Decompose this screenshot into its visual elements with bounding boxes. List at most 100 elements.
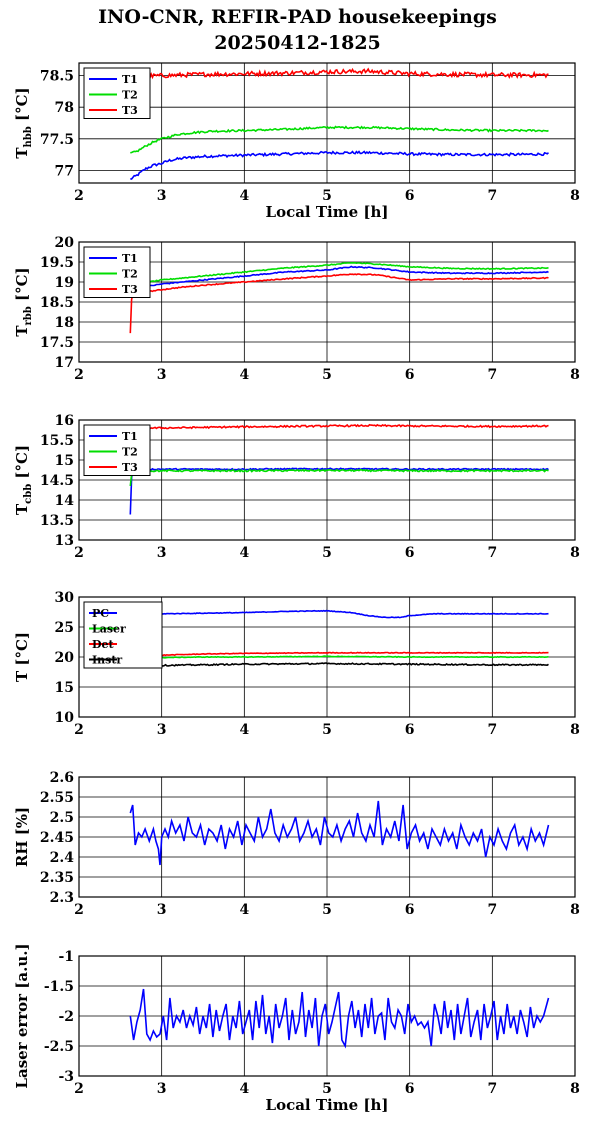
chart-title: INO-CNR, REFIR-PAD housekeepings 2025041… — [0, 4, 595, 56]
y-tick-label: 16 — [55, 413, 74, 429]
x-tick-label: 4 — [239, 722, 249, 738]
x-tick-label: 5 — [322, 722, 332, 738]
legend-label: Instr — [92, 654, 122, 667]
series-line-data — [129, 988, 550, 1049]
legend-label: T2 — [122, 268, 138, 281]
x-tick-label: 4 — [239, 1081, 249, 1097]
x-tick-label: 5 — [322, 902, 332, 918]
y-axis-label: Laser error [a.u.] — [13, 943, 31, 1088]
y-tick-label: 77.5 — [40, 132, 74, 148]
plot-frame — [78, 241, 576, 363]
x-tick-label: 5 — [322, 367, 332, 383]
y-tick-label: 14.5 — [40, 473, 74, 489]
legend-label: T3 — [122, 104, 138, 117]
x-tick-label: 3 — [157, 545, 167, 561]
y-tick-label: 2.35 — [40, 870, 74, 886]
x-tick-label: 3 — [157, 722, 167, 738]
y-tick-label: 10 — [55, 710, 75, 726]
legend: PC Laser Det Instr — [83, 601, 163, 669]
y-tick-label: 17 — [55, 355, 74, 371]
y-tick-label: 13 — [55, 533, 74, 549]
y-axis-label: Trbb [°C] — [13, 267, 34, 336]
y-tick-label: 20 — [55, 235, 75, 251]
x-tick-label: 2 — [74, 1081, 84, 1097]
x-tick-label: 6 — [405, 545, 415, 561]
title-line-1: INO-CNR, REFIR-PAD housekeepings — [98, 6, 497, 28]
y-tick-label: -1.5 — [44, 979, 74, 995]
plot-frame — [78, 596, 576, 718]
x-tick-label: 8 — [570, 545, 580, 561]
x-tick-label: 5 — [322, 545, 332, 561]
y-tick-label: 2.6 — [50, 770, 74, 786]
y-tick-label: 18 — [55, 315, 74, 331]
y-tick-label: 30 — [55, 590, 75, 606]
y-tick-label: -3 — [58, 1069, 74, 1085]
x-tick-label: 8 — [570, 722, 580, 738]
x-tick-label: 4 — [239, 902, 249, 918]
x-tick-label: 7 — [487, 545, 497, 561]
y-tick-label: 2.45 — [40, 830, 74, 846]
panel-2: 2 3 4 5 6 7 8 17 17.5 18 18.5 19 19.5 20 Trbb [°C] T1 T2… — [13, 235, 580, 383]
panel-3: 2 3 4 5 6 7 8 13 13.5 14 14.5 15 15.5 16 Tcbb [°C] T1 T2… — [13, 413, 580, 561]
x-tick-label: 7 — [487, 722, 497, 738]
x-tick-label: 2 — [74, 545, 84, 561]
y-tick-label: 20 — [55, 650, 75, 666]
panel-6: 2 3 4 5 6 7 8 -3 -2.5 -2 -1.5 -1 Local Time [h] Laser… — [13, 943, 580, 1114]
legend-label: T1 — [122, 73, 138, 86]
x-tick-label: 8 — [570, 902, 580, 918]
x-tick-label: 7 — [487, 902, 497, 918]
x-tick-label: 7 — [487, 1081, 497, 1097]
y-tick-label: 78.5 — [40, 69, 74, 85]
x-tick-label: 8 — [570, 367, 580, 383]
plot-frame — [78, 419, 576, 541]
x-tick-label: 6 — [405, 902, 415, 918]
x-tick-label: 4 — [239, 545, 249, 561]
x-tick-label: 4 — [239, 367, 249, 383]
y-tick-label: -1 — [58, 949, 74, 965]
x-tick-label: 3 — [157, 188, 167, 204]
y-tick-label: 78 — [55, 100, 74, 116]
y-tick-label: 15 — [55, 453, 74, 469]
legend: T1 T2 T3 — [83, 246, 151, 298]
y-tick-label: 15 — [55, 680, 74, 696]
y-tick-label: 18.5 — [40, 295, 74, 311]
legend: T1 T2 T3 — [83, 424, 151, 476]
x-axis-label: Local Time [h] — [266, 203, 389, 221]
y-tick-label: 2.55 — [40, 790, 74, 806]
series-line-t3 — [129, 67, 549, 81]
x-tick-label: 5 — [322, 188, 332, 204]
series-line-det — [130, 651, 549, 658]
series-line-t1 — [129, 467, 549, 515]
x-tick-label: 8 — [570, 1081, 580, 1097]
y-tick-label: 77 — [55, 163, 74, 179]
series-line-pc — [130, 609, 549, 619]
x-tick-label: 7 — [487, 367, 497, 383]
y-tick-label: 15.5 — [40, 433, 74, 449]
y-tick-label: 2.3 — [50, 890, 74, 906]
plot-frame — [78, 62, 576, 184]
panel-5: 2 3 4 5 6 7 8 2.3 2.35 2.4 2.45 2.5 2.55 2.6 RH [%] — [13, 770, 580, 918]
y-tick-label: 2.4 — [50, 850, 75, 866]
legend-label: T2 — [122, 89, 138, 102]
legend-label: T1 — [122, 430, 138, 443]
series-line-t3 — [130, 423, 549, 430]
x-tick-label: 6 — [405, 722, 415, 738]
x-tick-label: 4 — [239, 188, 249, 204]
y-tick-label: 19.5 — [40, 255, 74, 271]
series-line-t2 — [129, 468, 549, 487]
series-line-t2 — [129, 261, 549, 291]
series-line-t1 — [130, 150, 550, 180]
x-tick-label: 3 — [157, 902, 167, 918]
legend: T1 T2 T3 — [83, 67, 151, 119]
legend-label: T2 — [122, 446, 138, 459]
x-tick-label: 7 — [487, 188, 497, 204]
legend-label: T3 — [122, 461, 138, 474]
series-line-t1 — [129, 265, 549, 295]
y-tick-label: -2.5 — [44, 1039, 74, 1055]
series-line-instr — [130, 662, 549, 668]
series-line-laser — [130, 655, 549, 660]
panel-4: 2 3 4 5 6 7 8 10 15 20 25 30 T [°C] PC Laser Det Instr — [13, 590, 580, 738]
series-line-data — [129, 800, 550, 866]
